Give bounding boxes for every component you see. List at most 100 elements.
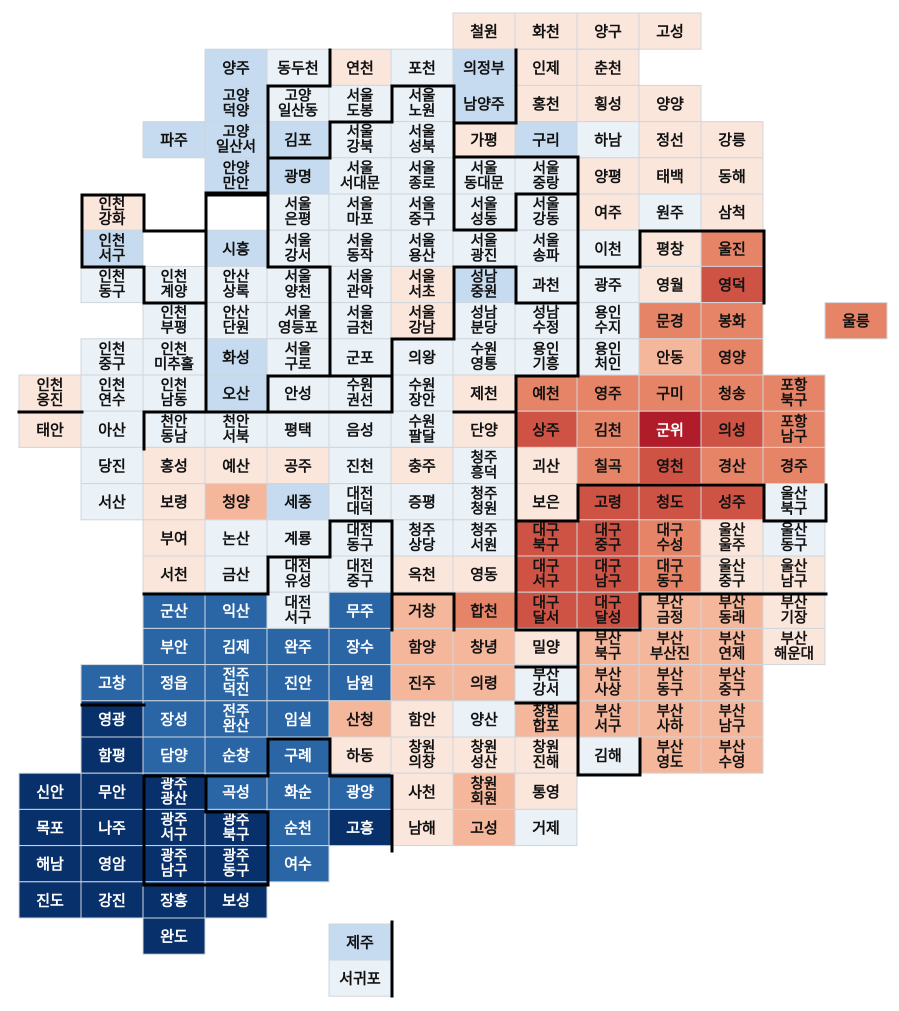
region-cell: 홍성 [142, 446, 206, 485]
region-cell: 목포 [18, 808, 82, 847]
region-label: 안산 상록 [223, 268, 250, 301]
region-cell: 서귀포 [328, 959, 392, 997]
region-label: 군포 [346, 348, 374, 366]
region-cell: 고성 [638, 12, 702, 50]
region-label: 경산 [718, 457, 746, 475]
region-cell: 영주 [576, 374, 640, 412]
region-label: 임실 [284, 710, 312, 728]
region-cell: 구리 [514, 121, 578, 159]
region-cell-fill [576, 374, 640, 412]
region-cell-fill [638, 736, 702, 774]
region-label: 서울 강북 [347, 124, 374, 156]
boundary-line [266, 374, 394, 414]
region-cell-fill [80, 265, 144, 304]
region-cell: 영동 [452, 555, 516, 593]
region-label: 용인 처인 [595, 340, 622, 373]
region-label: 칠곡 [594, 457, 622, 475]
region-cell-fill [204, 845, 268, 883]
region-cell: 고양 일산서 [204, 121, 268, 159]
region-cell-fill [204, 483, 268, 521]
region-label: 성주 [718, 493, 746, 511]
region-label: 계룡 [284, 529, 312, 547]
region-label: 장수 [346, 638, 374, 656]
region-cell: 울산 동구 [762, 519, 826, 557]
region-cell: 청도 [638, 483, 702, 521]
region-cell-fill [204, 881, 268, 919]
region-cell-fill [762, 374, 826, 412]
region-cell-fill [514, 229, 578, 267]
region-cell: 진도 [18, 881, 82, 919]
region-cell-fill [638, 12, 702, 50]
region-label: 화성 [222, 348, 250, 366]
region-cell-fill [514, 338, 578, 376]
region-label: 서울 중랑 [533, 160, 560, 192]
region-cell: 부산 사상 [576, 664, 640, 702]
region-cell: 하동 [328, 736, 392, 774]
region-label: 곡성 [222, 783, 250, 801]
region-label: 고양 일산동 [278, 88, 318, 120]
region-label: 양산 [470, 710, 498, 728]
region-label: 울릉 [842, 312, 870, 330]
region-label: 괴산 [532, 457, 560, 475]
region-cell-fill [80, 338, 144, 376]
region-cell-fill [638, 410, 702, 448]
region-cell-fill [390, 229, 454, 267]
region-label: 상주 [532, 421, 560, 439]
region-cell: 인천 서구 [80, 229, 144, 267]
region-label: 군위 [656, 421, 684, 439]
region-label: 삼척 [718, 204, 746, 222]
region-cell-fill [514, 84, 578, 123]
region-label: 강진 [98, 891, 126, 909]
region-cell: 성주 [700, 483, 764, 521]
boundary-line [514, 519, 580, 669]
region-cell: 대구 수성 [638, 519, 702, 557]
region-cell: 논산 [204, 519, 268, 557]
region-cell: 청송 [700, 374, 764, 412]
region-cell-fill [762, 591, 826, 629]
region-label: 산청 [346, 710, 374, 728]
region-label: 안산 단원 [223, 304, 250, 337]
region-cell: 인천 강화 [80, 193, 144, 231]
region-label: 서울 영등포 [278, 305, 318, 337]
region-label: 하동 [346, 747, 374, 765]
region-label: 공주 [284, 457, 312, 475]
region-cell: 통영 [514, 772, 578, 810]
region-cell: 파주 [142, 121, 206, 159]
region-label: 서울 마포 [347, 196, 374, 228]
region-cell-fill [452, 808, 516, 847]
region-cell: 전주 완산 [204, 700, 268, 738]
region-label: 부산 부산진 [650, 631, 690, 663]
region-cell: 담양 [142, 736, 206, 774]
region-label: 영주 [594, 385, 622, 403]
region-cell: 정선 [638, 121, 702, 159]
region-cell: 용인 기흥 [514, 338, 578, 376]
region-cell-fill [328, 157, 392, 195]
region-cell: 의왕 [390, 338, 454, 376]
region-cell-fill [142, 410, 206, 448]
region-label: 김포 [284, 131, 312, 149]
region-cell: 울릉 [824, 302, 888, 340]
region-label: 제천 [470, 385, 498, 403]
region-cell: 부산 수영 [700, 736, 764, 774]
region-cell: 서천 [142, 555, 206, 593]
region-label: 부산 영도 [657, 739, 684, 771]
region-cell: 대구 동구 [638, 555, 702, 593]
region-cell-fill [204, 48, 268, 86]
region-cell-fill [328, 591, 392, 629]
region-label: 부산 서구 [595, 703, 622, 735]
region-label: 태백 [656, 167, 684, 185]
region-label: 춘천 [594, 59, 622, 77]
region-cell: 평창 [638, 229, 702, 267]
region-cell-fill [266, 483, 330, 521]
region-cell: 서울 강북 [328, 121, 392, 159]
region-cell: 안산 단원 [204, 302, 268, 340]
region-label: 홍천 [532, 95, 560, 113]
region-label: 영광 [98, 710, 126, 728]
region-label: 정선 [656, 131, 684, 149]
region-label: 대구 달성 [595, 594, 622, 626]
region-cell-fill [204, 555, 268, 593]
region-cell: 부안 [142, 627, 206, 666]
region-label: 부산 동래 [719, 594, 746, 626]
region-label: 통영 [532, 783, 560, 801]
